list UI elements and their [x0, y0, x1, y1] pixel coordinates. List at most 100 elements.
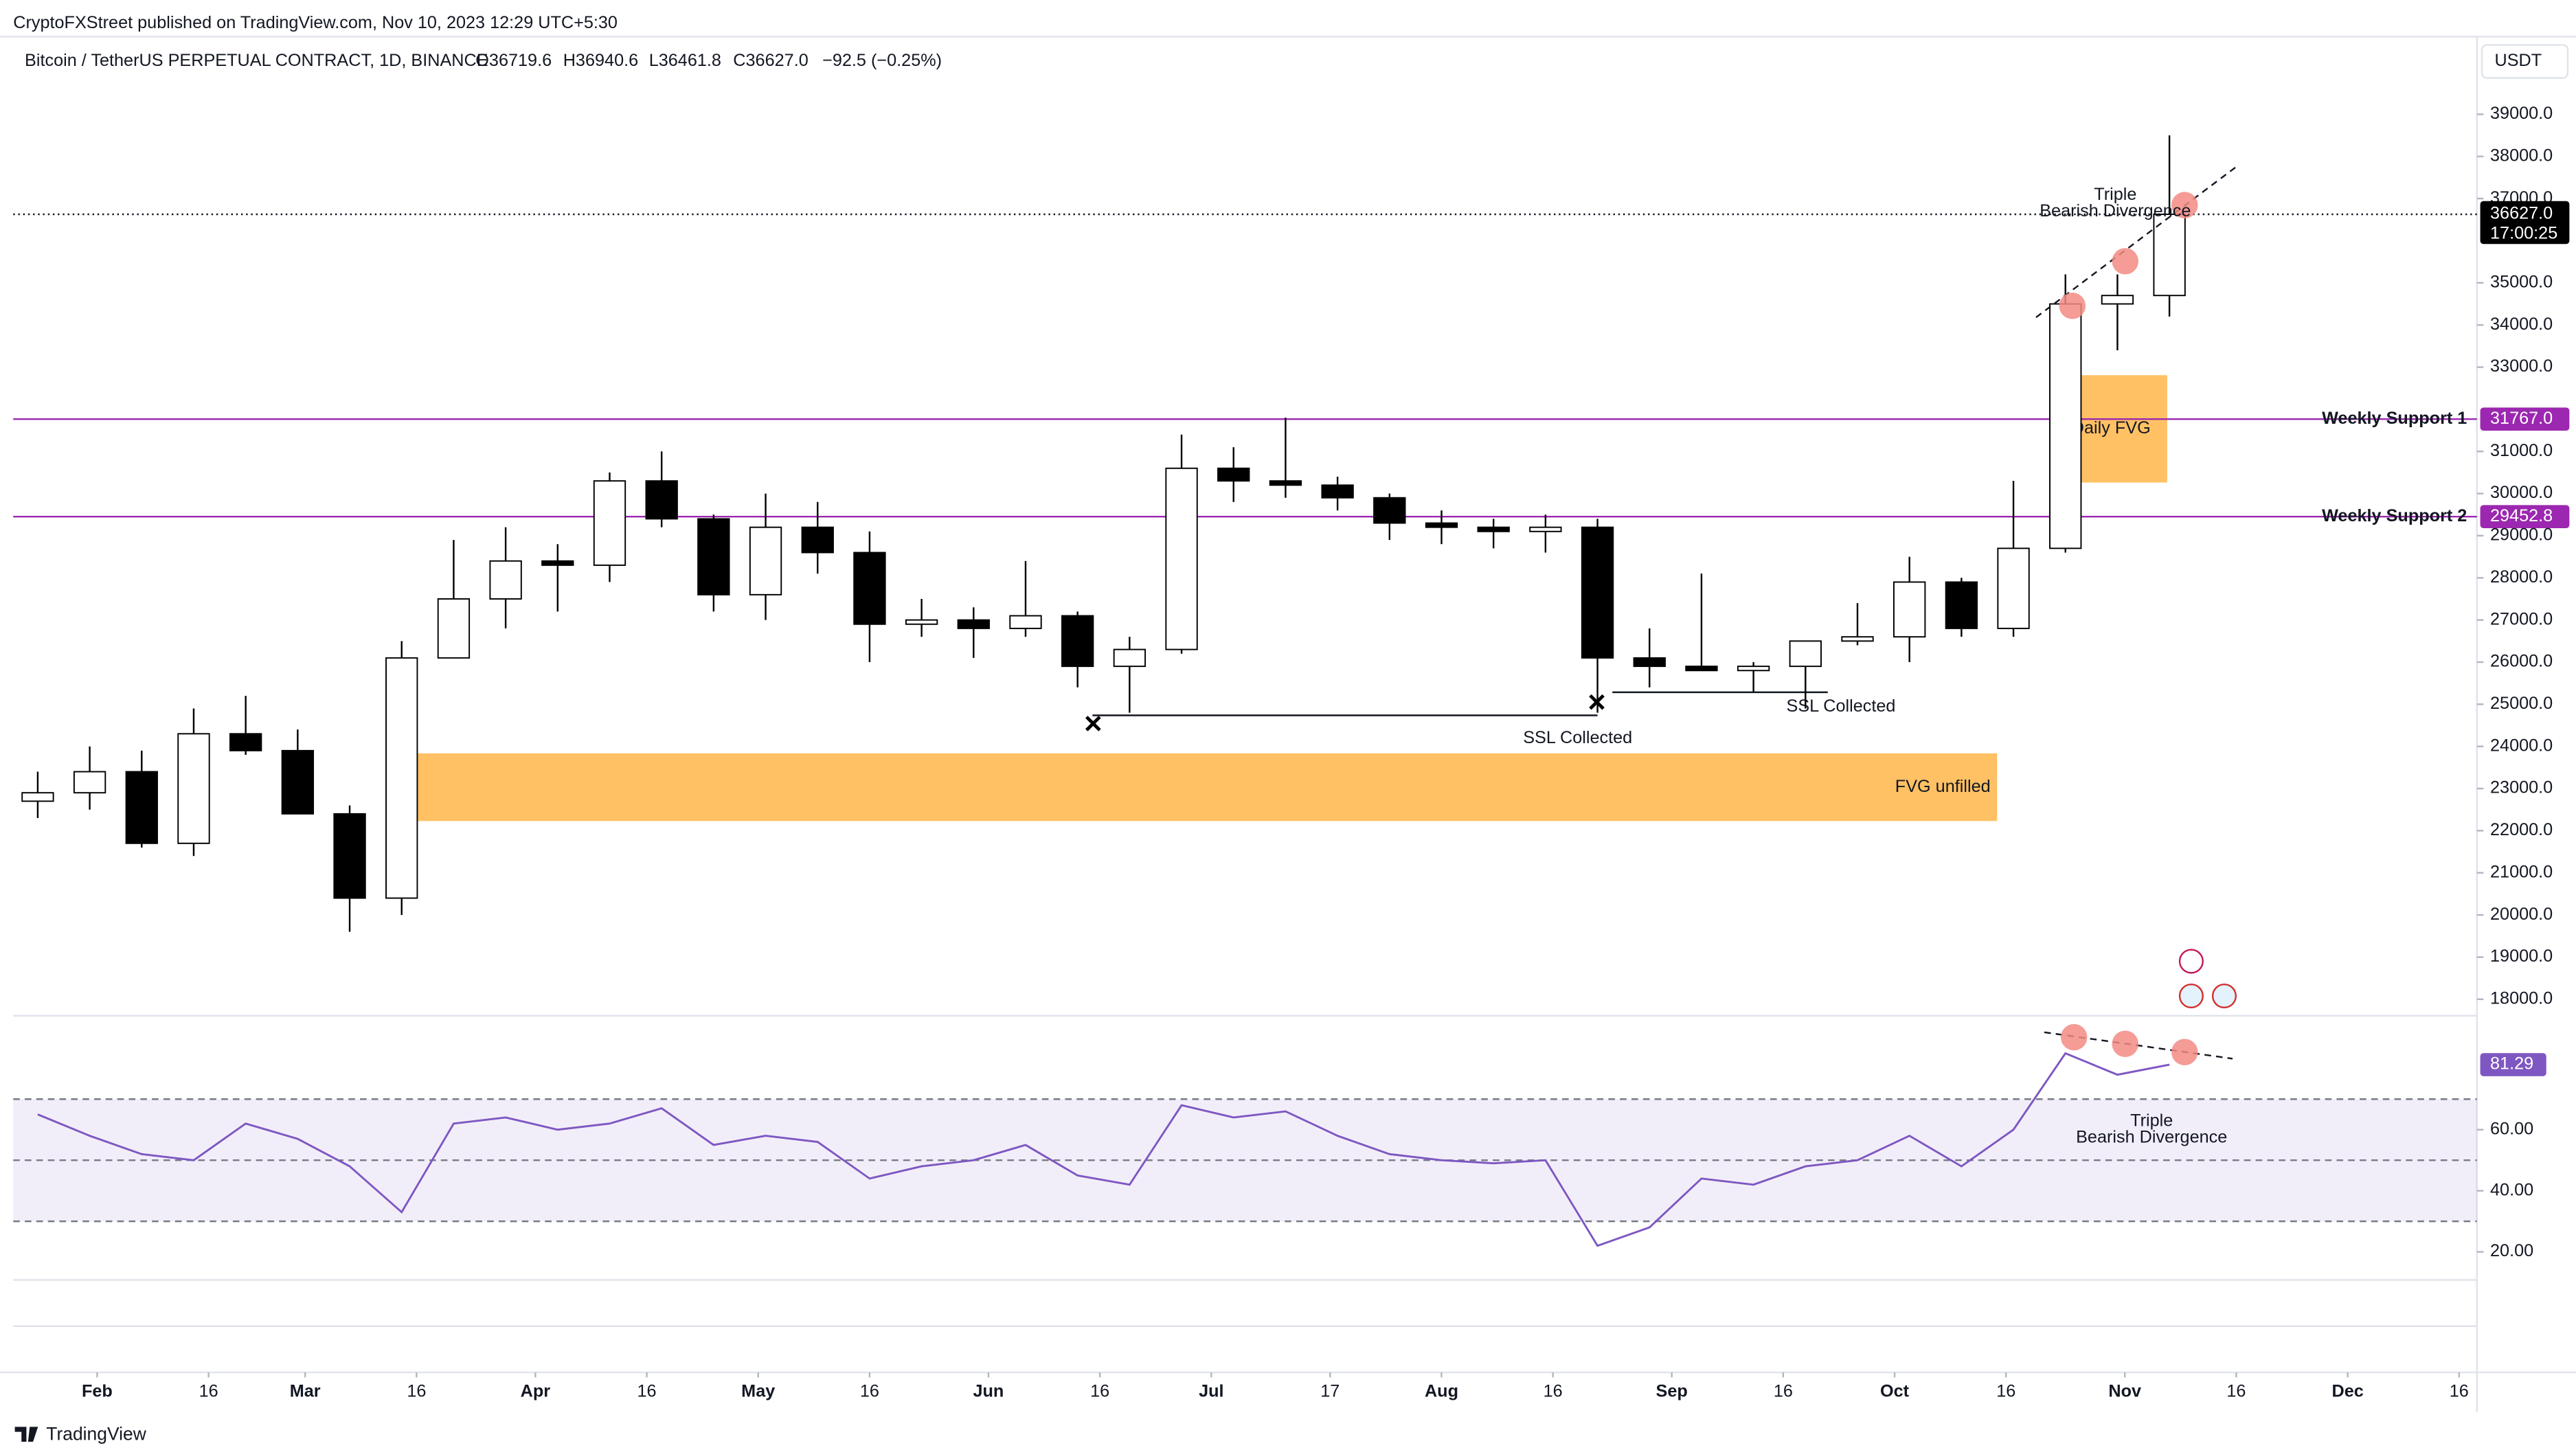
price-label: 29452.8	[2490, 506, 2553, 525]
candle-body	[2049, 303, 2082, 549]
trend-line	[2035, 166, 2237, 319]
divergence-circle	[2112, 248, 2138, 275]
x-tick-label: 16	[637, 1382, 657, 1401]
fvg-zone	[391, 753, 1998, 821]
y-tick-label: 60.00	[2490, 1119, 2533, 1138]
candle-body	[1425, 522, 1458, 528]
price-label-box	[2480, 407, 2570, 431]
x-tick-label: 16	[1544, 1382, 1563, 1401]
candle-body	[1165, 467, 1198, 650]
x-tick-label: Oct	[1880, 1382, 1910, 1401]
candle-body	[73, 771, 106, 794]
candle-body	[749, 526, 782, 595]
divergence-circle	[2171, 192, 2198, 218]
x-tick-label: Apr	[521, 1382, 551, 1401]
plot: FVG unfilled Daily FVG Weekly Support 1 317…	[13, 104, 2570, 1401]
candle-body	[2153, 214, 2186, 297]
x-tick-label: Jun	[973, 1382, 1004, 1401]
event-icon[interactable]	[2211, 984, 2237, 1009]
countdown: 17:00:25	[2490, 224, 2557, 243]
currency[interactable]: USDT	[2495, 51, 2542, 70]
x-tick-label: Aug	[1425, 1382, 1458, 1401]
x-tick-label: 16	[199, 1382, 218, 1401]
price-label-box	[2480, 505, 2570, 528]
rsi-line	[37, 1052, 2170, 1247]
candle-body	[125, 771, 158, 844]
annotation: Triple	[2130, 1111, 2173, 1130]
support-name: Weekly Support 2	[2322, 506, 2467, 525]
footer-brand: TradingView	[46, 1423, 146, 1444]
ohlc-low: L36461.8	[649, 51, 721, 70]
x-tick-label: 16	[1090, 1382, 1109, 1401]
candle-body	[1009, 615, 1042, 629]
candle-body	[1217, 467, 1250, 482]
candle-body	[645, 480, 678, 520]
x-tick-label: May	[741, 1382, 775, 1401]
candle-body	[593, 480, 626, 566]
divergence-circle	[2061, 1023, 2088, 1051]
ohlc-close: C36627.0	[733, 51, 808, 70]
y-tick-label: 25000.0	[2490, 694, 2553, 713]
y-tick-label: 38000.0	[2490, 146, 2553, 165]
ohlc-high: H36940.6	[563, 51, 638, 70]
candle-body	[1685, 666, 1718, 672]
candle-body	[333, 813, 366, 899]
candle-body	[1113, 648, 1146, 668]
zone-label: Daily FVG	[2072, 418, 2151, 438]
ohlc-open: O36719.6	[475, 51, 552, 70]
y-tick-label: 40.00	[2490, 1180, 2533, 1199]
price-label: 31767.0	[2490, 409, 2553, 428]
candle-body	[1373, 497, 1406, 524]
x-tick-label: 17	[1320, 1382, 1340, 1401]
trend-line	[2044, 1031, 2233, 1060]
y-tick-label: 24000.0	[2490, 736, 2553, 755]
divergence-markers	[2035, 166, 2237, 1065]
x-tick-label: Nov	[2108, 1382, 2141, 1401]
candle-body	[905, 619, 938, 625]
y-tick-label: 20000.0	[2490, 905, 2553, 924]
header: CryptoFXStreet published on TradingView.…	[13, 13, 618, 32]
cross	[1589, 694, 1605, 710]
candle-body	[1529, 526, 1562, 532]
ohlc-change: −92.5 (−0.25%)	[822, 51, 942, 70]
zone-label: FVG unfilled	[1895, 777, 1991, 796]
candle-body	[697, 518, 730, 595]
y-tick-label: 18000.0	[2490, 988, 2553, 1008]
candle-body	[385, 657, 418, 899]
currency-box[interactable]	[2481, 44, 2569, 79]
candle-body	[801, 526, 834, 554]
y-tick-label: 35000.0	[2490, 272, 2553, 291]
y-tick-label: 30000.0	[2490, 483, 2553, 502]
x-tick-label: 16	[860, 1382, 879, 1401]
candle-body	[437, 598, 471, 659]
y-tick-label: 22000.0	[2490, 820, 2553, 839]
symbol-title: Bitcoin / TetherUS PERPETUAL CONTRACT, 1…	[25, 51, 488, 70]
y-tick-label: 29000.0	[2490, 525, 2553, 545]
candle-body	[957, 619, 990, 629]
x-tick-label: Feb	[82, 1382, 113, 1401]
candle-body	[1789, 640, 1822, 668]
x-tick-label: 16	[407, 1382, 426, 1401]
divergence-circle	[2112, 1030, 2138, 1057]
ssl-label: SSL Collected	[1523, 728, 1632, 747]
y-tick-label: 19000.0	[2490, 946, 2553, 966]
logo	[14, 1427, 38, 1442]
x-tick-label: Dec	[2331, 1382, 2363, 1401]
x-tick-label: Sep	[1656, 1382, 1688, 1401]
y-tick-label: 23000.0	[2490, 778, 2553, 797]
candle-body	[2101, 295, 2134, 305]
event-icon[interactable]	[2178, 949, 2204, 974]
annotation: Triple	[2094, 185, 2136, 204]
candle-body	[1893, 581, 1926, 638]
candle-body	[1997, 547, 2030, 629]
event-icons	[2178, 949, 2237, 1009]
event-icon[interactable]	[2178, 984, 2204, 1009]
divergence-circle	[2171, 1039, 2198, 1065]
y-tick-label: 39000.0	[2490, 104, 2553, 123]
x-tick-label: 16	[2226, 1382, 2246, 1401]
divergence-circle	[2059, 292, 2086, 319]
x-tick-label: 16	[1774, 1382, 1793, 1401]
x-tick-label: Jul	[1199, 1382, 1223, 1401]
